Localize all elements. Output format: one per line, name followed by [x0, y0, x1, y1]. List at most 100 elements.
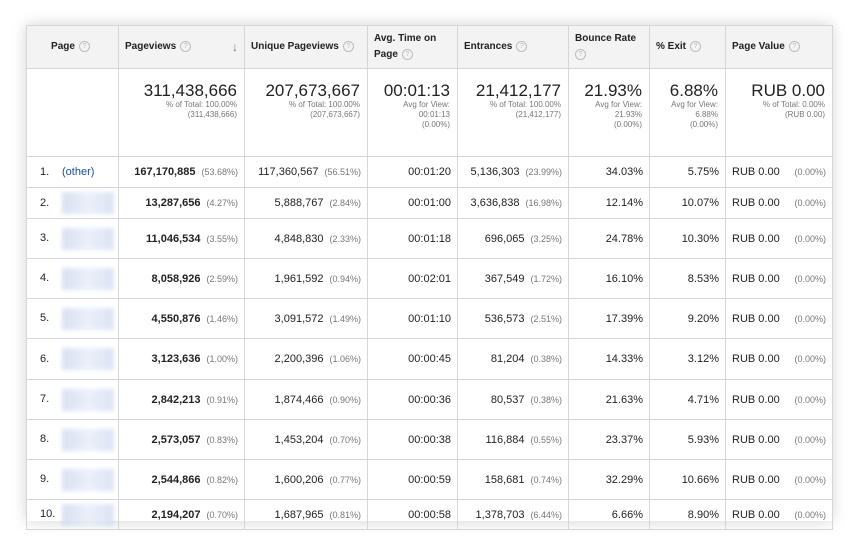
page-value-value: RUB 0.00 [732, 393, 780, 406]
totals-sub-text: (21,412,177) [515, 110, 561, 119]
help-icon[interactable]: ? [342, 40, 354, 52]
page-value-value: RUB 0.00 [732, 473, 780, 486]
blurred-page-url[interactable] [62, 388, 114, 411]
header-bounce-rate-label: Bounce Rate [575, 33, 637, 44]
avg-time-value: 00:00:59 [408, 473, 451, 486]
entrances-percent: (0.55%) [530, 434, 562, 445]
page-link[interactable]: (other) [62, 166, 95, 178]
totals-sub-text: (0.00%) [689, 120, 718, 129]
totals-page-value: RUB 0.00 % of Total: 0.00% (RUB 0.00) [725, 68, 833, 157]
pageviews-cell: 2,842,213 (0.91%) [118, 379, 245, 420]
page-cell: 3. [26, 218, 119, 259]
exit-cell: 10.66% [649, 459, 726, 500]
totals-sub-text: Avg for View: [671, 100, 718, 109]
blurred-page-url[interactable] [62, 503, 114, 526]
pageviews-cell: 2,573,057 (0.83%) [118, 419, 245, 460]
exit-cell: 5.93% [649, 419, 726, 460]
page-value-value: RUB 0.00 [732, 272, 780, 285]
help-icon[interactable]: ? [401, 48, 413, 60]
blurred-page-url[interactable] [62, 267, 114, 290]
pages-report-table: Page? Pageviews? ↓ Unique Pageviews? Avg… [26, 25, 833, 530]
totals-avg-time: 00:01:13 Avg for View: 00:01:13 (0.00%) [367, 68, 458, 157]
blurred-page-url[interactable] [62, 227, 114, 250]
header-page-value[interactable]: Page Value? [725, 25, 833, 69]
page-cell: 2. [26, 187, 119, 219]
table-row: 7. 2,842,213 (0.91%) 1,874,466 (0.90%) 00:00:… [26, 379, 833, 420]
entrances-percent: (0.38%) [530, 394, 562, 405]
avg-time-value: 00:02:01 [408, 272, 451, 285]
sort-descending-icon[interactable]: ↓ [232, 40, 238, 54]
row-rank: 4. [40, 272, 50, 285]
table-row: 8. 2,573,057 (0.83%) 1,453,204 (0.70%) 00:00:… [26, 419, 833, 460]
unique-pageviews-cell: 1,453,204 (0.70%) [244, 419, 368, 460]
header-unique-pageviews[interactable]: Unique Pageviews? [244, 25, 368, 69]
row-rank: 5. [40, 312, 50, 325]
row-rank: 3. [40, 232, 50, 245]
help-icon[interactable]: ? [575, 48, 586, 60]
unique-pageviews-cell: 4,848,830 (2.33%) [244, 218, 368, 259]
entrances-cell: 116,884 (0.55%) [457, 419, 569, 460]
totals-sub-text: (207,673,667) [310, 110, 360, 119]
help-icon[interactable]: ? [690, 40, 702, 52]
bounce-rate-value: 16.10% [605, 272, 643, 285]
bounce-rate-cell: 23.37% [568, 419, 650, 460]
entrances-cell: 5,136,303 (23.99%) [457, 156, 569, 188]
bounce-rate-cell: 12.14% [568, 187, 650, 219]
help-icon[interactable]: ? [180, 40, 192, 52]
pageviews-cell: 2,194,207 (0.70%) [118, 499, 245, 530]
avg-time-cell: 00:01:20 [367, 156, 458, 188]
page-cell: 7. [26, 379, 119, 420]
header-pageviews[interactable]: Pageviews? ↓ [118, 25, 245, 69]
totals-sub-text: % of Total: 0.00% [762, 100, 825, 109]
unique-pageviews-value: 117,360,567 [258, 166, 319, 178]
avg-time-cell: 00:00:36 [367, 379, 458, 420]
page-value-percent: (0.00%) [794, 233, 826, 244]
bounce-rate-value: 12.14% [605, 197, 643, 209]
page-value-percent: (0.00%) [794, 167, 826, 177]
entrances-cell: 367,549 (1.72%) [457, 258, 569, 299]
unique-pageviews-cell: 1,874,466 (0.90%) [244, 379, 368, 420]
pageviews-percent: (4.27%) [206, 198, 238, 208]
page-value-cell: RUB 0.00 (0.00%) [725, 419, 833, 460]
avg-time-cell: 00:01:00 [367, 187, 458, 219]
bounce-rate-cell: 6.66% [568, 499, 650, 530]
header-page-label: Page [51, 41, 75, 52]
totals-main-value: 6.88% [669, 81, 718, 100]
entrances-cell: 536,573 (2.51%) [457, 298, 569, 339]
help-icon[interactable]: ? [78, 40, 90, 52]
header-bounce-rate[interactable]: Bounce Rate? [568, 25, 650, 69]
blurred-page-url[interactable] [62, 192, 114, 214]
blurred-page-url[interactable] [62, 428, 114, 451]
totals-page-cell [26, 68, 119, 157]
bounce-rate-value: 14.33% [605, 353, 643, 365]
page-value-value: RUB 0.00 [732, 312, 780, 325]
table-row: 10. 2,194,207 (0.70%) 1,687,965 (0.81%) 00:00… [26, 499, 833, 530]
help-icon[interactable]: ? [516, 40, 528, 52]
row-rank: 2. [40, 196, 50, 209]
page-value-percent: (0.00%) [794, 354, 826, 364]
entrances-value: 3,636,838 [470, 197, 520, 209]
blurred-page-url[interactable] [62, 307, 114, 330]
help-icon[interactable]: ? [788, 40, 800, 52]
header-avg-time-on-page[interactable]: Avg. Time on Page? [367, 25, 458, 69]
entrances-value: 80,537 [490, 393, 525, 406]
header-exit-label: % Exit [656, 41, 687, 52]
blurred-page-url[interactable] [62, 468, 114, 491]
header-page[interactable]: Page? [26, 25, 119, 69]
blurred-page-url[interactable] [62, 348, 114, 370]
page-cell: 9. [26, 459, 119, 500]
unique-pageviews-value: 5,888,767 [274, 197, 324, 209]
entrances-value: 116,884 [485, 433, 525, 446]
page-value-percent: (0.00%) [794, 434, 826, 445]
header-entrances[interactable]: Entrances? [457, 25, 569, 69]
entrances-cell: 1,378,703 (6.44%) [457, 499, 569, 530]
totals-sub-text: % of Total: 100.00% [165, 100, 237, 109]
header-entrances-label: Entrances [464, 41, 513, 52]
page-value-percent: (0.00%) [794, 394, 826, 405]
bounce-rate-value: 23.37% [605, 433, 643, 446]
unique-pageviews-cell: 1,600,206 (0.77%) [244, 459, 368, 500]
unique-pageviews-value: 3,091,572 [274, 312, 324, 325]
bounce-rate-cell: 14.33% [568, 338, 650, 380]
header-exit[interactable]: % Exit? [649, 25, 726, 69]
row-rank: 10. [40, 508, 56, 521]
